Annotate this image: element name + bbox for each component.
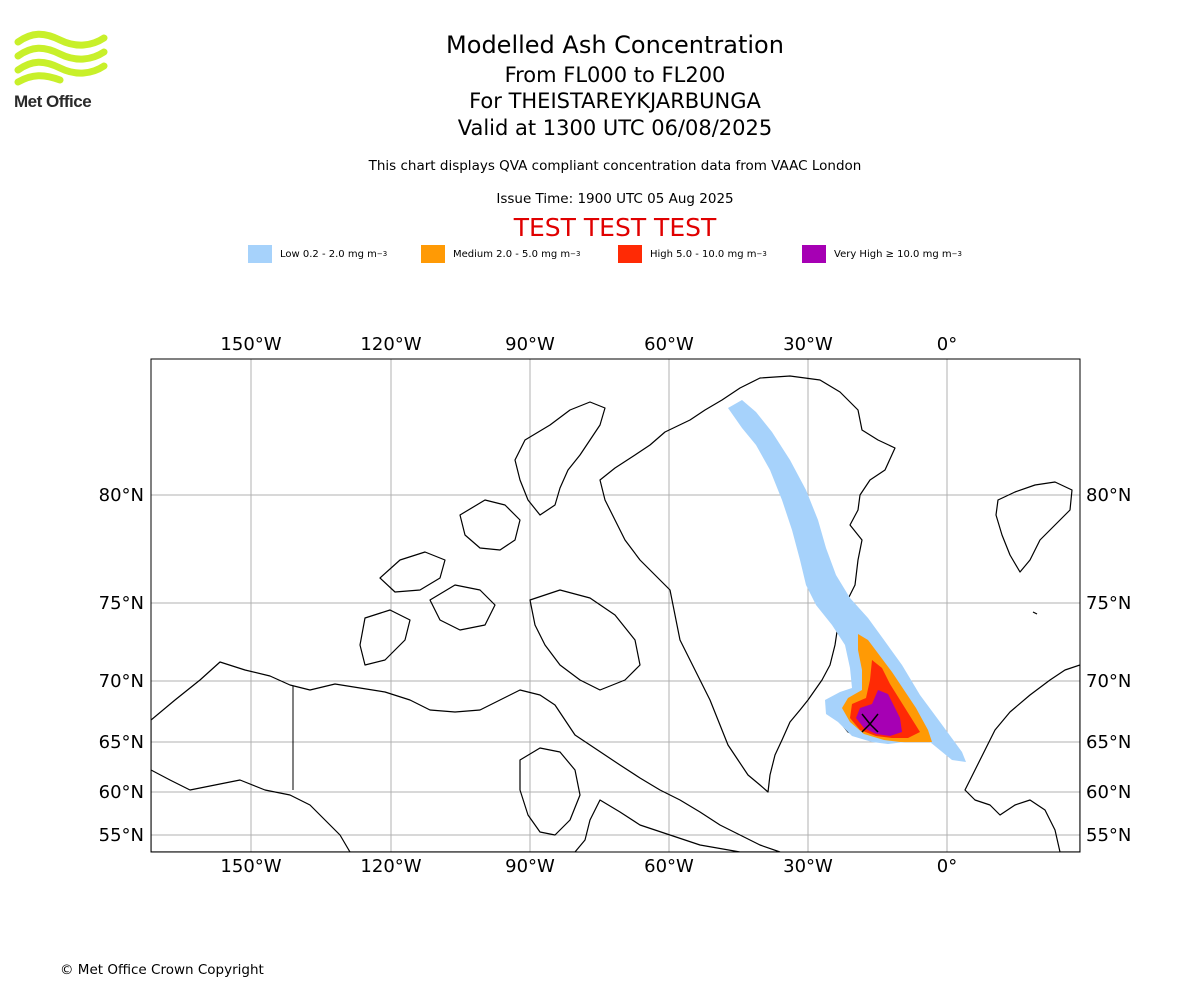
lon-label: 120°W bbox=[360, 334, 421, 355]
lon-label: 90°W bbox=[505, 334, 555, 355]
legend-item-low: Low 0.2 - 2.0 mg m −3 bbox=[248, 244, 387, 264]
coastline-scandinavia bbox=[964, 664, 1080, 852]
legend-label-very-high: Very High ≥ 10.0 mg m bbox=[834, 248, 952, 260]
map-background bbox=[151, 359, 1080, 852]
lat-label: 55°N bbox=[99, 825, 144, 846]
coastline-arctic-islands-1 bbox=[459, 499, 521, 551]
logo-text: Met Office bbox=[14, 92, 92, 111]
flight-level-range: From FL000 to FL200 bbox=[504, 63, 726, 87]
graticule bbox=[151, 359, 1080, 852]
test-banner: TEST TEST TEST bbox=[513, 213, 717, 242]
coastline-arctic-islands-3 bbox=[429, 584, 496, 631]
legend-unit-exp: −3 bbox=[756, 250, 767, 258]
map-frame bbox=[150, 358, 1081, 853]
lon-label: 90°W bbox=[505, 856, 555, 877]
issue-time: Issue Time: 1900 UTC 05 Aug 2025 bbox=[496, 191, 734, 207]
lon-label: 30°W bbox=[783, 334, 833, 355]
legend-unit-exp: −3 bbox=[376, 250, 388, 258]
coastline-arctic-islands-2 bbox=[379, 551, 446, 593]
lat-label: 75°N bbox=[1086, 593, 1131, 614]
lat-label: 60°N bbox=[1086, 782, 1131, 803]
valid-time: Valid at 1300 UTC 06/08/2025 bbox=[457, 116, 773, 140]
coastline-victoria-island bbox=[359, 609, 411, 666]
met-office-logo-icon bbox=[14, 30, 108, 86]
chart-title: Modelled Ash Concentration bbox=[446, 31, 784, 59]
lon-label: 60°W bbox=[644, 856, 694, 877]
lat-label: 70°N bbox=[99, 671, 144, 692]
lat-label: 70°N bbox=[1086, 671, 1131, 692]
lat-labels-right: 80°N 75°N 70°N 65°N 60°N 55°N bbox=[1086, 485, 1131, 846]
lat-label: 65°N bbox=[1086, 732, 1131, 753]
legend-swatch-low bbox=[248, 245, 272, 263]
legend-item-high: High 5.0 - 10.0 mg m −3 bbox=[618, 244, 767, 264]
lon-label: 150°W bbox=[220, 334, 281, 355]
legend-swatch-high bbox=[618, 245, 642, 263]
legend-unit-exp: −3 bbox=[570, 250, 581, 258]
lon-label: 30°W bbox=[783, 856, 833, 877]
lat-labels-left: 80°N 75°N 70°N 65°N 60°N 55°N bbox=[99, 485, 144, 846]
coastline-jan-mayen bbox=[1032, 611, 1038, 615]
coastline-hudson-bay bbox=[519, 747, 581, 836]
coastline-alaska-south bbox=[151, 769, 351, 852]
lon-labels-top: 150°W 120°W 90°W 60°W 30°W 0° bbox=[220, 334, 957, 355]
coastlines bbox=[151, 375, 1080, 852]
coastline-ellesmere bbox=[514, 401, 606, 516]
legend-unit-exp: −3 bbox=[951, 250, 962, 258]
legend-item-very-high: Very High ≥ 10.0 mg m −3 bbox=[802, 244, 962, 264]
ash-plume bbox=[728, 400, 966, 762]
coastline-baffin bbox=[529, 589, 641, 691]
volcano-marker bbox=[861, 713, 879, 733]
legend-label-high: High 5.0 - 10.0 mg m bbox=[650, 248, 757, 260]
lon-label: 0° bbox=[937, 856, 957, 877]
lon-label: 0° bbox=[937, 334, 957, 355]
lat-label: 75°N bbox=[99, 593, 144, 614]
chart-description: This chart displays QVA compliant concen… bbox=[368, 158, 862, 174]
coastline-north-america bbox=[151, 661, 781, 852]
legend-swatch-medium bbox=[421, 245, 445, 263]
lon-label: 60°W bbox=[644, 334, 694, 355]
lat-label: 55°N bbox=[1086, 825, 1131, 846]
ash-zone-low bbox=[728, 400, 966, 762]
coastline-svalbard bbox=[995, 481, 1073, 573]
lat-label: 80°N bbox=[1086, 485, 1131, 506]
coastline-greenland bbox=[599, 375, 896, 793]
lat-label: 80°N bbox=[99, 485, 144, 506]
ash-zone-very-high bbox=[856, 690, 902, 736]
volcano-name: For THEISTAREYKJARBUNGA bbox=[469, 89, 761, 113]
met-office-logo: Met Office bbox=[14, 30, 109, 112]
copyright-notice: © Met Office Crown Copyright bbox=[60, 962, 264, 978]
lon-label: 150°W bbox=[220, 856, 281, 877]
legend-label-low: Low 0.2 - 2.0 mg m bbox=[280, 248, 377, 260]
legend-swatch-very-high bbox=[802, 245, 826, 263]
lon-labels-bottom: 150°W 120°W 90°W 60°W 30°W 0° bbox=[220, 856, 957, 877]
legend-label-medium: Medium 2.0 - 5.0 mg m bbox=[453, 248, 571, 260]
lat-label: 65°N bbox=[99, 732, 144, 753]
legend-item-medium: Medium 2.0 - 5.0 mg m −3 bbox=[421, 244, 580, 264]
lat-label: 60°N bbox=[99, 782, 144, 803]
lon-label: 120°W bbox=[360, 856, 421, 877]
